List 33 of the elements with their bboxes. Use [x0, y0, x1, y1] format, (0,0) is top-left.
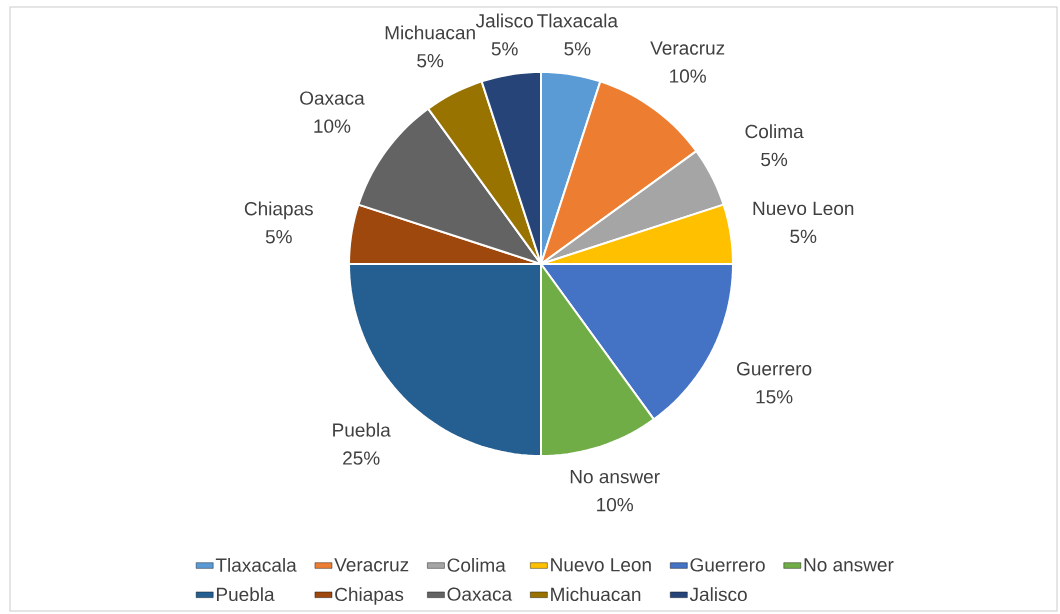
legend-label: Chiapas: [335, 587, 404, 605]
slice-label: Chiapas: [244, 201, 313, 220]
data-label: 10%: [597, 497, 634, 512]
legend-label: Guerrero: [690, 558, 765, 572]
legend-label: Colima: [447, 557, 506, 572]
legend-label: Jalisco: [689, 587, 747, 602]
slice-label: Jalisco: [475, 13, 533, 28]
slice-label: Veracruz: [650, 41, 725, 55]
legend-label: Nuevo Leon: [551, 558, 651, 572]
slice-label: Nuevo Leon: [753, 201, 854, 216]
data-label: 5%: [761, 152, 788, 167]
legend-label: Michuacan: [551, 587, 641, 602]
data-label: 10%: [670, 69, 706, 83]
data-label: 5%: [417, 54, 444, 68]
legend-label: Oaxaca: [447, 587, 513, 601]
legend-label: Tlaxacala: [215, 557, 297, 572]
data-label: 5%: [790, 229, 817, 244]
legend-label: Puebla: [216, 587, 275, 602]
legend-label: Veracruz: [334, 558, 409, 572]
data-label: 5%: [265, 230, 292, 244]
legend-label: No answer: [804, 558, 894, 572]
slice-label: Tlaxacala: [537, 13, 618, 28]
slice-label: Colima: [745, 124, 804, 139]
slice-label: No answer: [570, 470, 660, 484]
data-label: 25%: [343, 451, 380, 465]
slice-label: Guerrero: [737, 362, 812, 376]
slice-label: Puebla: [333, 422, 391, 437]
slice-label: Oaxaca: [300, 91, 365, 105]
data-label: 15%: [756, 390, 793, 404]
data-label: 5%: [564, 42, 591, 56]
data-label: 10%: [314, 119, 351, 133]
data-label: 5%: [491, 42, 518, 56]
slice-label: Michuacan: [385, 25, 475, 40]
